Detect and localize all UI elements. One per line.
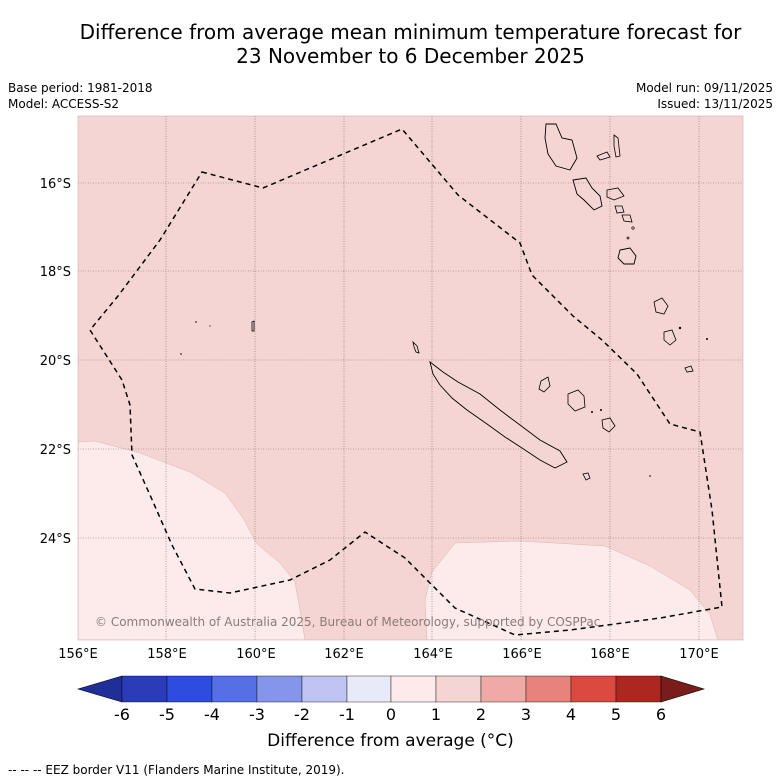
colorbar-tick: -2 xyxy=(294,705,310,724)
epi-island xyxy=(614,205,625,214)
lon-label: 164°E xyxy=(413,647,453,662)
title-line-2: 23 November to 6 December 2025 xyxy=(236,44,585,68)
islet xyxy=(180,353,182,355)
lon-axis-labels: 156°E 158°E 160°E 162°E 164°E 166°E 168°… xyxy=(58,647,719,662)
colorbar-cell xyxy=(256,675,303,703)
islet xyxy=(600,409,602,411)
colorbar-tick: -3 xyxy=(249,705,265,724)
chesterfield-reef xyxy=(251,320,255,332)
colorbar: -6 -5 -4 -3 -2 -1 0 1 2 3 4 5 6 xyxy=(76,675,706,724)
lat-label: 24°S xyxy=(40,532,71,547)
colorbar-tick: 3 xyxy=(521,705,531,724)
islet xyxy=(209,325,211,327)
colorbar-cell xyxy=(525,675,572,703)
colorbar-cell xyxy=(390,675,437,703)
mare-island xyxy=(601,417,616,433)
ouvea-island xyxy=(538,376,551,393)
colorbar-tick: 4 xyxy=(566,705,576,724)
colorbar-tick: 0 xyxy=(386,705,396,724)
colorbar-cell xyxy=(615,675,662,703)
lon-label: 156°E xyxy=(58,647,98,662)
eez-legend-footer: -- -- -- EEZ border V11 (Flanders Marine… xyxy=(8,763,345,777)
colorbar-cell xyxy=(211,675,258,703)
maewo-island xyxy=(613,134,621,158)
colorbar-tick: 5 xyxy=(611,705,621,724)
islet xyxy=(591,411,593,413)
lat-label: 22°S xyxy=(40,443,71,458)
isle-of-pines xyxy=(582,472,591,481)
colorbar-cell xyxy=(166,675,213,703)
islet xyxy=(631,226,635,230)
colorbar-cell xyxy=(480,675,527,703)
lat-axis-labels: 16°S 18°S 20°S 22°S 24°S xyxy=(40,177,71,547)
model-run: Model run: 09/11/2025 xyxy=(635,81,773,95)
new-caledonia-island xyxy=(429,360,568,469)
ambae-island xyxy=(596,151,611,161)
lat-label: 18°S xyxy=(40,265,71,280)
lon-label: 168°E xyxy=(590,647,630,662)
islet xyxy=(678,326,682,330)
tanna-island xyxy=(663,329,677,346)
lon-label: 170°E xyxy=(679,647,719,662)
shepherd-islands xyxy=(621,214,633,223)
lifou-island xyxy=(567,389,586,412)
islet xyxy=(626,236,630,240)
anomaly-region-light-south xyxy=(424,540,719,640)
islet xyxy=(706,338,708,340)
colorbar-tick: -1 xyxy=(339,705,355,724)
belep-islands xyxy=(412,340,420,354)
issued-date: Issued: 13/11/2025 xyxy=(657,97,773,111)
lat-label: 16°S xyxy=(40,177,71,192)
lon-label: 158°E xyxy=(147,647,187,662)
ambrym-island xyxy=(606,187,625,201)
efate-island xyxy=(617,247,637,265)
colorbar-cell xyxy=(346,675,392,703)
colorbar-tick: -6 xyxy=(114,705,130,724)
title-line-1: Difference from average mean minimum tem… xyxy=(79,20,742,44)
colorbar-title: Difference from average (°C) xyxy=(267,731,514,751)
lon-label: 162°E xyxy=(324,647,364,662)
colorbar-extend-high xyxy=(660,675,706,703)
malakula-island xyxy=(572,177,603,211)
colorbar-cell xyxy=(301,675,348,703)
model-name: Model: ACCESS-S2 xyxy=(8,97,120,111)
colorbar-tick: -5 xyxy=(159,705,175,724)
islet xyxy=(649,475,651,477)
lat-label: 20°S xyxy=(40,354,71,369)
base-period: Base period: 1981-2018 xyxy=(8,81,153,95)
colorbar-cell xyxy=(121,675,168,703)
erromango-island xyxy=(653,297,669,315)
eez-border xyxy=(89,128,723,636)
islet xyxy=(195,321,197,323)
colorbar-tick: 6 xyxy=(656,705,666,724)
lon-label: 166°E xyxy=(502,647,542,662)
anomaly-region-light-west xyxy=(78,440,306,640)
colorbar-cell xyxy=(570,675,617,703)
colorbar-tick: 1 xyxy=(431,705,441,724)
lon-label: 160°E xyxy=(236,647,276,662)
colorbar-tick: 2 xyxy=(476,705,486,724)
gridlines xyxy=(78,116,743,640)
espiritu-santo-island xyxy=(544,123,578,171)
aneityum-island xyxy=(684,365,694,373)
colorbar-extend-low xyxy=(76,675,123,703)
colorbar-tick: -4 xyxy=(204,705,220,724)
colorbar-cell xyxy=(435,675,482,703)
copyright-notice: © Commonwealth of Australia 2025, Bureau… xyxy=(95,615,600,629)
